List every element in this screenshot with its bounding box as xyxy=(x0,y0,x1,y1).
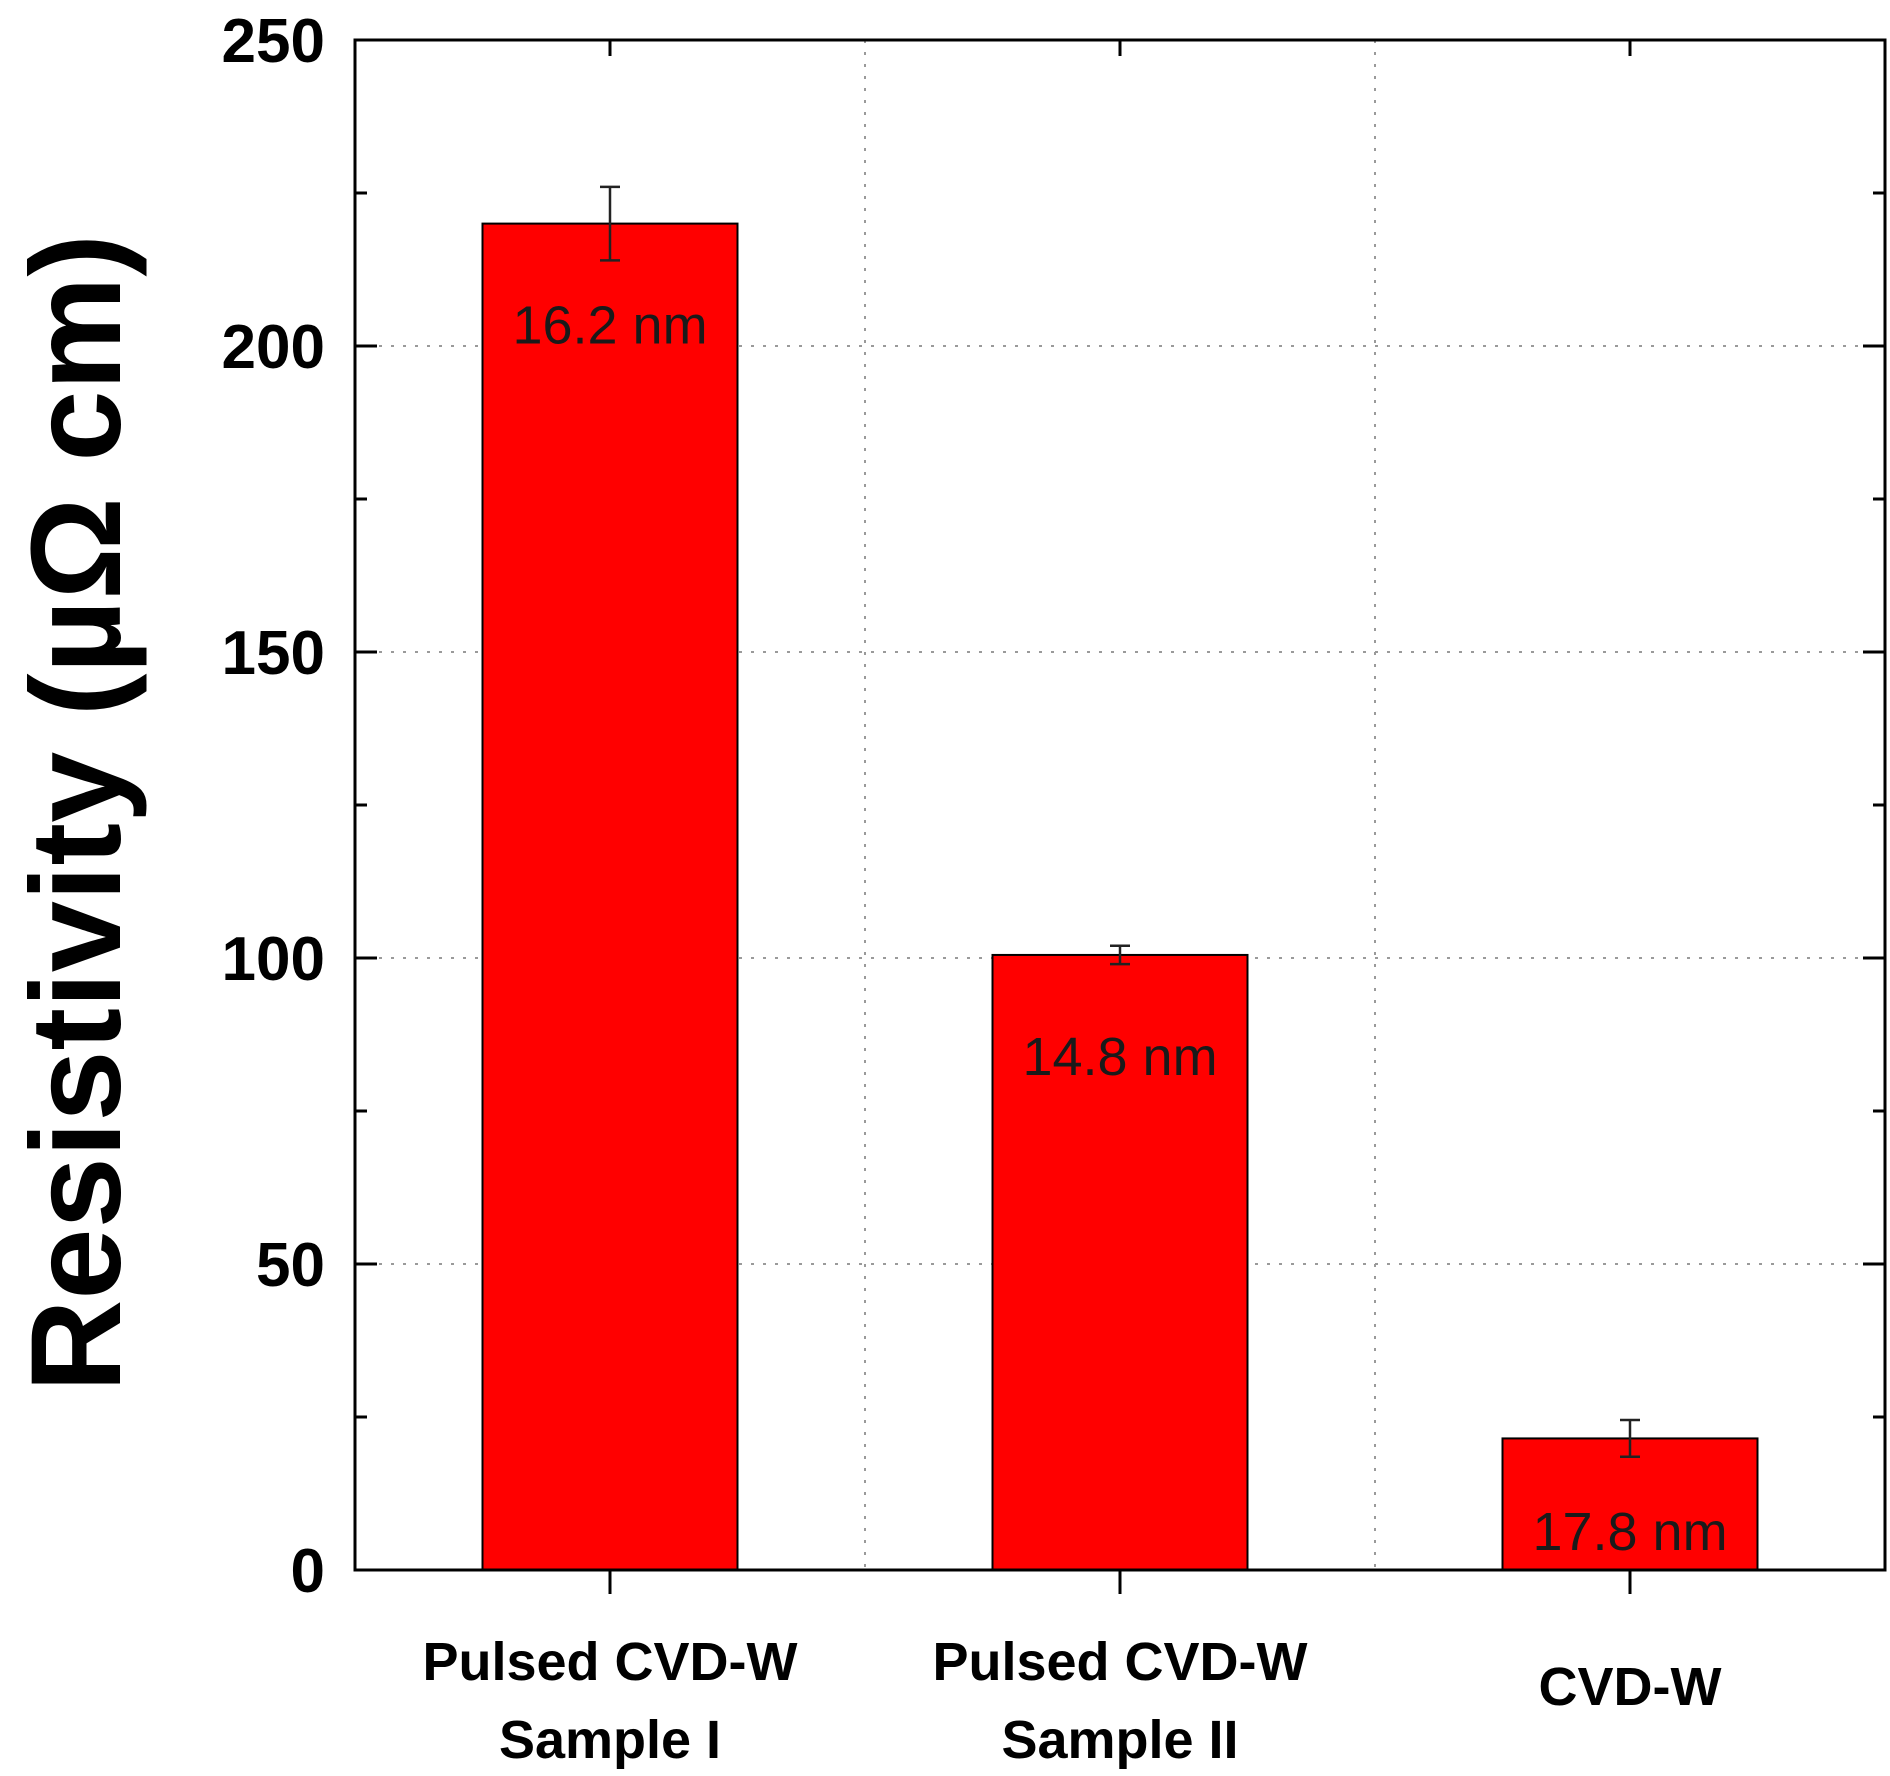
bar-1 xyxy=(991,953,1249,1571)
y-tick-label-5: 250 xyxy=(222,7,325,76)
x-category-label-2-line-0: CVD-W xyxy=(1539,1657,1722,1717)
error-bars xyxy=(600,185,1640,1459)
y-tick-labels: 0 50 100 150 200 250 xyxy=(222,7,325,1606)
x-category-label-1-line-1: Sample II xyxy=(1001,1710,1238,1770)
bar-label-2: 17.8 nm xyxy=(1532,1502,1727,1562)
y-tick-label-0: 0 xyxy=(291,1537,325,1606)
bars xyxy=(481,222,1759,1572)
bar-label-1: 14.8 nm xyxy=(1022,1027,1217,1087)
x-category-label-0-line-0: Pulsed CVD-W xyxy=(422,1632,797,1692)
axes xyxy=(353,38,1887,1594)
y-axis-label: Resistivity (µΩ cm) xyxy=(5,234,148,1392)
x-category-label-0-line-1: Sample I xyxy=(499,1710,721,1770)
bar-labels: 16.2 nm 14.8 nm 17.8 nm xyxy=(512,296,1727,1562)
y-tick-label-1: 50 xyxy=(256,1231,325,1300)
y-tick-label-4: 200 xyxy=(222,313,325,382)
y-tick-label-3: 150 xyxy=(222,619,325,688)
bar-label-0: 16.2 nm xyxy=(512,296,707,356)
y-tick-label-2: 100 xyxy=(222,925,325,994)
bar-0 xyxy=(481,222,739,1572)
x-category-label-1-line-0: Pulsed CVD-W xyxy=(932,1632,1307,1692)
x-category-labels: Pulsed CVD-W Sample I Pulsed CVD-W Sample I… xyxy=(422,1632,1721,1770)
